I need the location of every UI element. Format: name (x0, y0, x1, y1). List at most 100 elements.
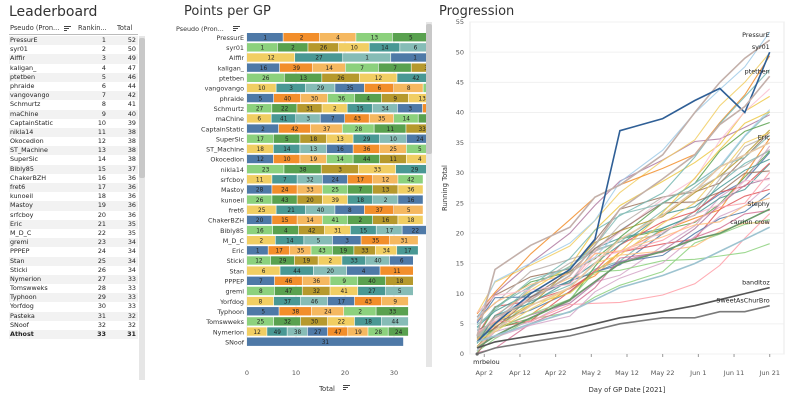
bar-segment[interactable] (247, 93, 274, 103)
table-row[interactable]: Schmurtz 8 41 (9, 100, 138, 109)
series-line[interactable] (476, 179, 770, 314)
bar-segment[interactable] (300, 93, 328, 103)
bar-segment[interactable] (297, 195, 322, 204)
bar-segment[interactable] (373, 175, 398, 184)
bar-segment[interactable] (418, 114, 433, 123)
bar-segment[interactable] (247, 225, 273, 235)
bar-segment[interactable] (373, 185, 398, 194)
bar-segment[interactable] (344, 307, 376, 316)
series-line-stephy[interactable] (476, 208, 771, 349)
bar-segment[interactable] (300, 134, 327, 143)
table-row[interactable]: Stan 25 34 (9, 256, 138, 266)
bar-segment[interactable] (373, 215, 398, 225)
bar-segment[interactable] (338, 43, 369, 52)
table-row[interactable]: Typhoon 29 33 (9, 293, 138, 303)
bar-segment[interactable] (273, 93, 301, 103)
series-point[interactable] (475, 352, 479, 356)
bar-segment[interactable] (322, 195, 348, 204)
bar-segment[interactable] (392, 33, 429, 42)
bar-segment[interactable] (247, 43, 278, 52)
table-row[interactable]: srfcboy 20 36 (9, 211, 138, 220)
bar-segment[interactable] (247, 175, 272, 184)
bar-segment[interactable] (364, 83, 394, 93)
bar-segment[interactable] (308, 43, 339, 52)
bar-segment[interactable] (394, 83, 423, 93)
table-row[interactable]: fret6 17 36 (9, 183, 138, 193)
table-row[interactable]: vangovango 7 42 (9, 91, 138, 101)
bar-segment[interactable] (300, 144, 327, 154)
table-row[interactable]: Pasteka 31 32 (9, 311, 138, 321)
table-row[interactable]: ChakerBZH 16 36 (9, 174, 138, 183)
table-row[interactable]: SNoof 32 32 (9, 321, 138, 330)
bar-segment[interactable] (321, 164, 359, 174)
points-scroll-thumb[interactable] (426, 24, 432, 154)
bar-segment[interactable] (358, 276, 386, 285)
series-line-banditoz[interactable] (476, 286, 770, 349)
bar-segment[interactable] (378, 63, 411, 72)
bar-segment[interactable] (361, 236, 390, 245)
bar-segment[interactable] (296, 114, 320, 123)
bar-segment[interactable] (268, 246, 290, 255)
table-row[interactable]: phraide 6 44 (9, 82, 138, 91)
bar-segment[interactable] (247, 185, 272, 194)
bar-segment[interactable] (287, 327, 308, 336)
bar-segment[interactable] (247, 327, 267, 336)
bar-segment[interactable] (389, 236, 418, 245)
col-rank-header[interactable]: Rankin... (78, 24, 107, 32)
bar-segment[interactable] (358, 286, 386, 296)
col-pseudo-header[interactable]: Pseudo (Pron... (10, 24, 72, 32)
series-line[interactable] (476, 52, 771, 314)
bar-segment[interactable] (369, 114, 394, 123)
bar-segment[interactable] (275, 236, 304, 245)
bar-segment[interactable] (347, 215, 373, 225)
series-line-pressure[interactable] (476, 39, 771, 337)
bar-segment[interactable] (327, 93, 355, 103)
series-line[interactable] (476, 209, 770, 354)
bar-segment[interactable] (347, 195, 373, 204)
bar-segment[interactable] (272, 185, 297, 194)
series-line[interactable] (476, 149, 771, 339)
bar-segment[interactable] (347, 175, 373, 184)
bar-segment[interactable] (297, 104, 322, 113)
series-line-carrion-crow[interactable] (476, 226, 771, 343)
bar-segment[interactable] (273, 144, 300, 154)
bar-segment[interactable] (310, 124, 342, 133)
bar-segment[interactable] (354, 296, 382, 306)
bar-segment[interactable] (356, 33, 392, 42)
bar-segment[interactable] (283, 33, 320, 42)
bar-segment[interactable] (327, 317, 355, 326)
bar-segment[interactable] (247, 256, 271, 265)
series-line-syr01[interactable] (476, 51, 771, 343)
table-row[interactable]: M_D_C 22 35 (9, 229, 138, 238)
bar-segment[interactable] (406, 154, 432, 164)
bar-segment[interactable] (327, 296, 355, 306)
bar-segment[interactable] (247, 154, 273, 164)
bar-segment[interactable] (326, 144, 353, 154)
bar-segment[interactable] (273, 154, 300, 164)
bar-segment[interactable] (247, 307, 279, 316)
bar-segment[interactable] (423, 83, 432, 93)
bar-segment[interactable] (406, 124, 432, 133)
series-line[interactable] (476, 197, 770, 321)
bar-segment[interactable] (297, 215, 322, 225)
bar-segment[interactable] (345, 114, 369, 123)
bar-segment[interactable] (279, 63, 313, 72)
leaderboard-scroll-thumb[interactable] (139, 38, 145, 178)
bar-segment[interactable] (332, 246, 354, 255)
bar-segment[interactable] (300, 154, 327, 164)
col-total-header[interactable]: Total (117, 24, 133, 32)
bar-segment[interactable] (274, 286, 302, 296)
bar-segment[interactable] (304, 236, 333, 245)
table-row[interactable]: Nymerion 27 33 (9, 274, 138, 285)
table-row[interactable]: PressurE 1 52 (9, 36, 138, 46)
series-line-sweetaschurbro[interactable] (476, 304, 770, 355)
bar-segment[interactable] (332, 236, 361, 245)
bar-segment[interactable] (247, 114, 271, 123)
bar-segment[interactable] (247, 266, 280, 275)
bar-segment[interactable] (289, 246, 311, 255)
bar-segment[interactable] (322, 73, 360, 82)
bar-segment[interactable] (343, 53, 391, 62)
bar-segment[interactable] (422, 104, 432, 113)
bar-segment[interactable] (342, 256, 366, 265)
bar-segment[interactable] (307, 327, 328, 336)
